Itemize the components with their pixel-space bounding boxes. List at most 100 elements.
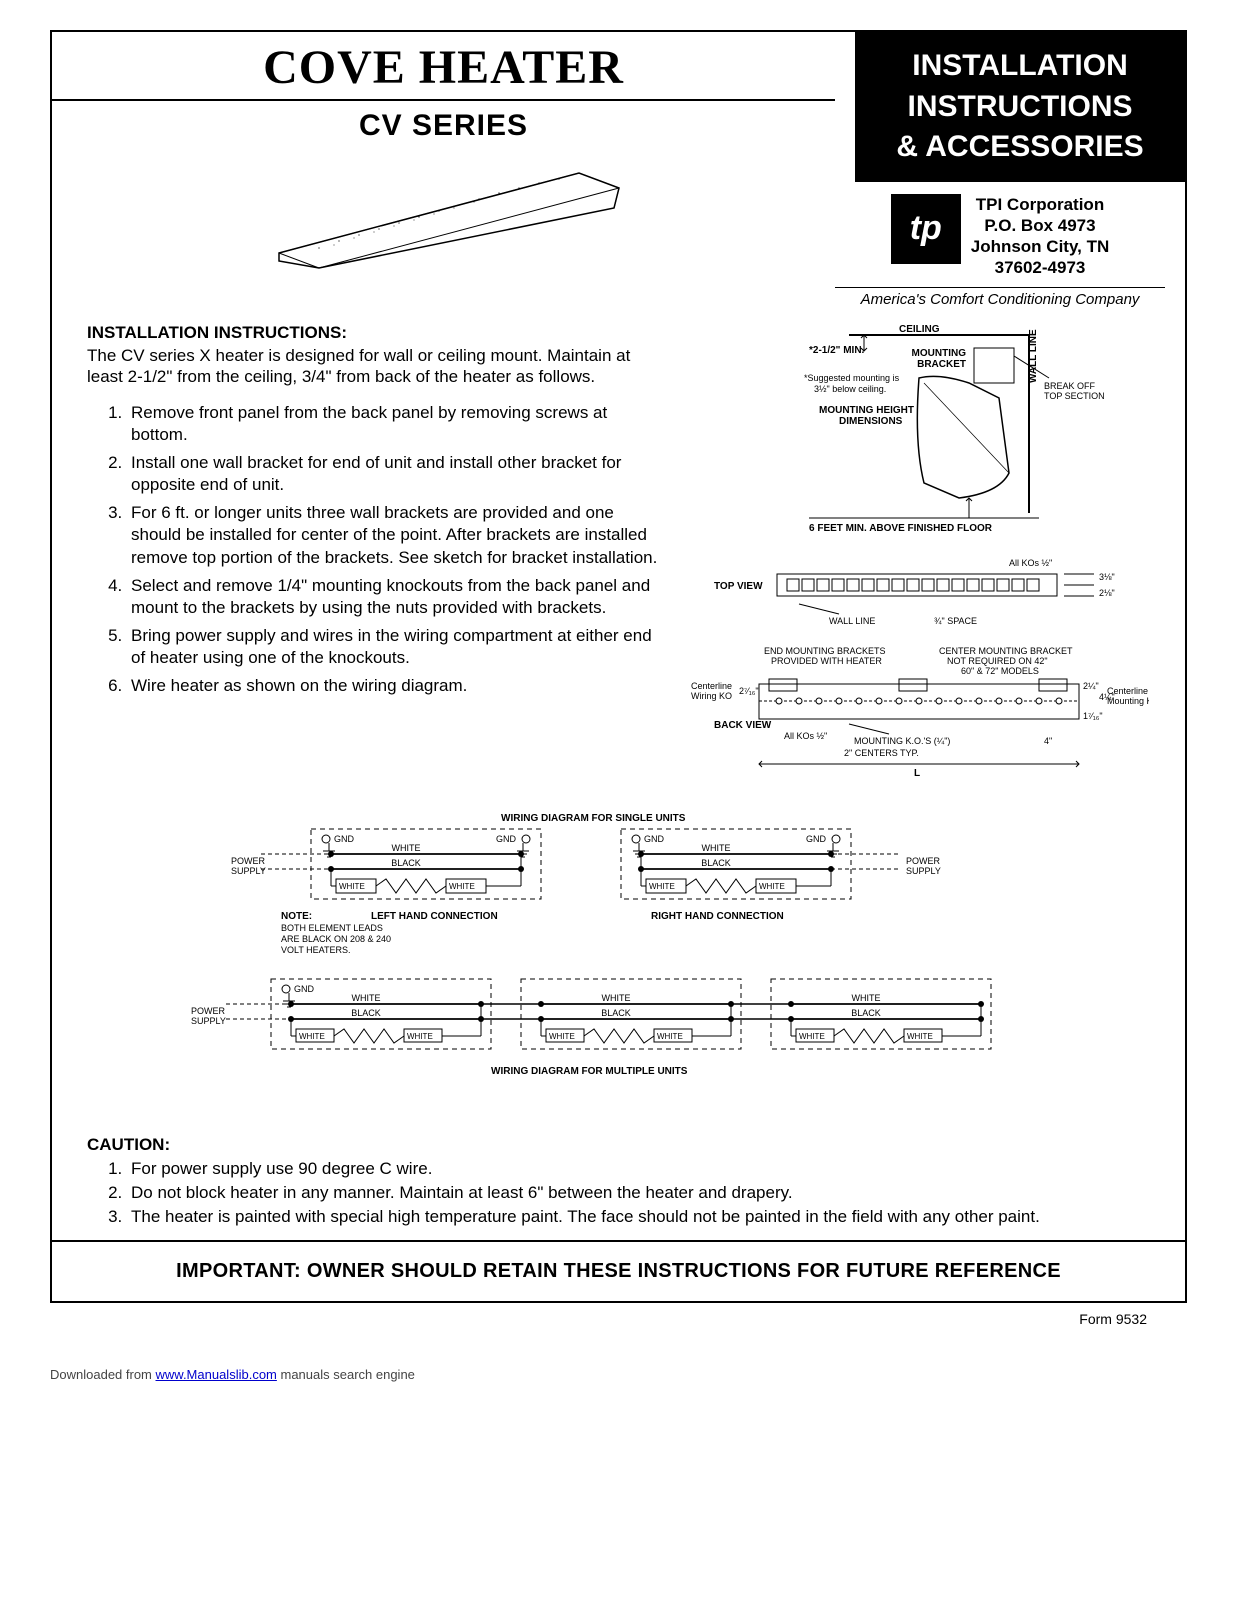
header-row: COVE HEATER CV SERIES xyxy=(52,32,1185,308)
w-title-single: WIRING DIAGRAM FOR SINGLE UNITS xyxy=(501,813,686,824)
d-mhd2: DIMENSIONS xyxy=(839,416,903,427)
caution-label: CAUTION: xyxy=(87,1134,1155,1156)
w-note-1: BOTH ELEMENT LEADS xyxy=(281,923,383,933)
caution-3: The heater is painted with special high … xyxy=(127,1206,1155,1228)
w-leftconn: LEFT HAND CONNECTION xyxy=(371,911,498,922)
d-floor: 6 FEET MIN. ABOVE FINISHED FLOOR xyxy=(809,523,993,534)
right-header-column: INSTALLATION INSTRUCTIONS & ACCESSORIES … xyxy=(835,32,1185,308)
company-zip: 37602-4973 xyxy=(971,257,1110,278)
step-4: Select and remove 1/4" mounting knockout… xyxy=(127,575,663,619)
instructions-column: INSTALLATION INSTRUCTIONS: The CV series… xyxy=(87,323,663,779)
w-m-w1a: WHITE xyxy=(299,1032,325,1041)
w-gnd-4: GND xyxy=(806,834,827,844)
content-area: INSTALLATION INSTRUCTIONS: The CV series… xyxy=(52,308,1185,1240)
w-m-gnd1: GND xyxy=(294,984,315,994)
company-block: tp TPI Corporation P.O. Box 4973 Johnson… xyxy=(835,194,1165,279)
w-ps-2b: SUPPLY xyxy=(906,866,941,876)
w-m-w3b: WHITE xyxy=(907,1032,933,1041)
backview-diagram: END MOUNTING BRACKETS PROVIDED WITH HEAT… xyxy=(689,644,1149,779)
d-break1: BREAK OFF xyxy=(1044,381,1096,391)
w-gnd-3: GND xyxy=(644,834,665,844)
caution-list: For power supply use 90 degree C wire. D… xyxy=(87,1158,1155,1228)
d-dim2: 2⅛" xyxy=(1099,588,1115,598)
w-gnd-1: GND xyxy=(334,834,355,844)
d-wallline: WALL LINE xyxy=(1028,328,1039,382)
w-m-ps1: POWER xyxy=(191,1006,226,1016)
d-break2: TOP SECTION xyxy=(1044,391,1105,401)
installation-panel: INSTALLATION INSTRUCTIONS & ACCESSORIES xyxy=(855,32,1185,182)
d-ctrbr3: 60" & 72" MODELS xyxy=(961,666,1039,676)
page-frame: COVE HEATER CV SERIES xyxy=(50,30,1187,1303)
w-white-5: WHITE xyxy=(649,882,675,891)
d-backview: BACK VIEW xyxy=(714,720,772,731)
company-pobox: P.O. Box 4973 xyxy=(971,215,1110,236)
d-dimb: 2¼" xyxy=(1083,681,1099,691)
d-endbr2: PROVIDED WITH HEATER xyxy=(771,656,882,666)
w-m-w2b: WHITE xyxy=(657,1032,683,1041)
d-mko: MOUNTING K.O.'S (¼") xyxy=(854,736,950,746)
company-name: TPI Corporation xyxy=(971,194,1110,215)
d-clm1: Centerline xyxy=(1107,686,1148,696)
w-note-3: VOLT HEATERS. xyxy=(281,945,351,955)
d-sugg2: 3½" below ceiling. xyxy=(814,384,886,394)
step-6: Wire heater as shown on the wiring diagr… xyxy=(127,675,663,697)
w-ps-2a: POWER xyxy=(906,856,941,866)
w-white-4: WHITE xyxy=(702,843,731,853)
step-1: Remove front panel from the back panel b… xyxy=(127,402,663,446)
panel-line-1: INSTALLATION xyxy=(877,46,1163,87)
w-ps-1a: POWER xyxy=(231,856,266,866)
d-space: ¾" SPACE xyxy=(934,616,977,626)
d-ceiling: CEILING xyxy=(899,324,940,335)
d-endbr1: END MOUNTING BRACKETS xyxy=(764,646,886,656)
panel-line-3: & ACCESSORIES xyxy=(877,127,1163,168)
d-centers: 2" CENTERS TYP. xyxy=(844,748,919,758)
w-white-6: WHITE xyxy=(759,882,785,891)
w-m-w2a: WHITE xyxy=(549,1032,575,1041)
d-mingap: *2-1/2" MIN. xyxy=(809,345,865,356)
w-m-black3: BLACK xyxy=(851,1008,881,1018)
footer-suffix: manuals search engine xyxy=(277,1367,415,1382)
company-logo: tp xyxy=(891,194,961,264)
d-clm2: Mounting KO xyxy=(1107,696,1149,706)
company-city: Johnson City, TN xyxy=(971,236,1110,257)
d-dim1: 3⅛" xyxy=(1099,572,1115,582)
w-title-multi: WIRING DIAGRAM FOR MULTIPLE UNITS xyxy=(491,1066,688,1077)
w-black-1: BLACK xyxy=(391,858,421,868)
w-m-white3: WHITE xyxy=(852,993,881,1003)
w-white-2: WHITE xyxy=(339,882,365,891)
w-m-white1: WHITE xyxy=(352,993,381,1003)
heater-illustration xyxy=(259,153,629,273)
d-ctrbr1: CENTER MOUNTING BRACKET xyxy=(939,646,1073,656)
w-gnd-2: GND xyxy=(496,834,517,844)
company-tagline: America's Comfort Conditioning Company xyxy=(835,287,1165,308)
d-mhd1: MOUNTING HEIGHT xyxy=(819,405,914,416)
w-m-w1b: WHITE xyxy=(407,1032,433,1041)
instructions-label: INSTALLATION INSTRUCTIONS: xyxy=(87,323,663,343)
d-clw1: Centerline xyxy=(691,681,732,691)
w-ps-1b: SUPPLY xyxy=(231,866,266,876)
caution-1: For power supply use 90 degree C wire. xyxy=(127,1158,1155,1180)
d-dimd: 1⁷⁄₁₆" xyxy=(1083,711,1103,721)
download-footer: Downloaded from www.Manualslib.com manua… xyxy=(50,1367,1187,1382)
d-ctrbr2: NOT REQUIRED ON 42" xyxy=(947,656,1048,666)
instructions-intro: The CV series X heater is designed for w… xyxy=(87,345,663,389)
form-number: Form 9532 xyxy=(50,1303,1187,1327)
d-dima: 2⁷⁄₁₆" xyxy=(739,686,759,696)
w-m-white2: WHITE xyxy=(602,993,631,1003)
instructions-list: Remove front panel from the back panel b… xyxy=(87,402,663,697)
wiring-diagram: WIRING DIAGRAM FOR SINGLE UNITS GND GND … xyxy=(181,809,1061,1119)
w-white-1: WHITE xyxy=(392,843,421,853)
d-allko2: All KOs ½" xyxy=(784,731,827,741)
w-m-ps2: SUPPLY xyxy=(191,1016,226,1026)
two-column-layout: INSTALLATION INSTRUCTIONS: The CV series… xyxy=(87,323,1155,779)
main-title: COVE HEATER xyxy=(52,40,835,101)
company-address: TPI Corporation P.O. Box 4973 Johnson Ci… xyxy=(971,194,1110,279)
d-sugg1: *Suggested mounting is xyxy=(804,373,900,383)
footer-link[interactable]: www.Manualslib.com xyxy=(156,1367,277,1382)
d-L: L xyxy=(914,768,920,779)
diagrams-column: CEILING WALL LINE MOUNTING BRACKET *2-1/… xyxy=(683,323,1155,779)
step-2: Install one wall bracket for end of unit… xyxy=(127,452,663,496)
sub-title: CV SERIES xyxy=(52,109,835,143)
d-dime: 4" xyxy=(1044,736,1052,746)
title-block: COVE HEATER CV SERIES xyxy=(52,32,835,288)
